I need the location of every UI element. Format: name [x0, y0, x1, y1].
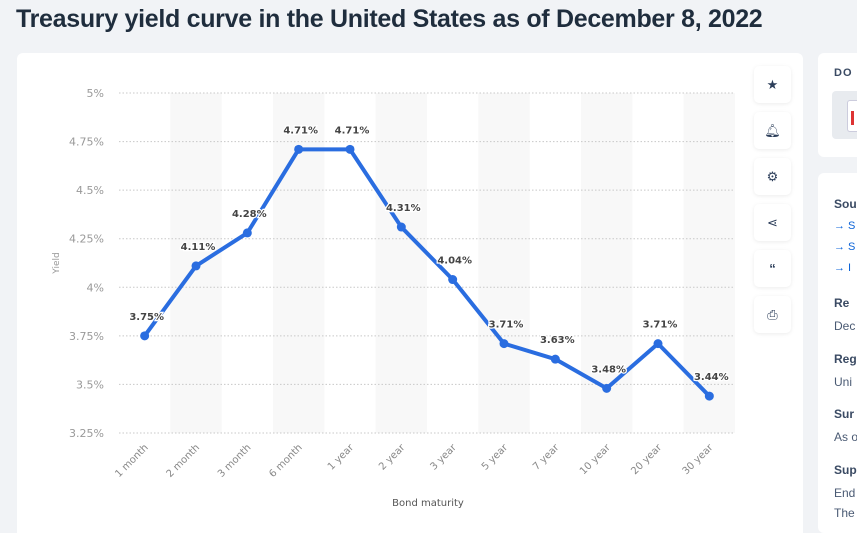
region-heading: Reg	[834, 352, 857, 366]
y-axis-label: Yield	[52, 252, 62, 274]
data-point	[242, 228, 252, 238]
source-link[interactable]: → I	[834, 262, 852, 274]
gear-icon: ⚙	[766, 168, 779, 184]
x-tick-label: 1 month	[113, 442, 150, 479]
x-tick-label: 30 year	[681, 442, 716, 477]
column-band	[581, 93, 633, 433]
x-tick-label: 6 month	[267, 442, 304, 479]
data-label: 3.63%	[540, 335, 575, 346]
details-panel: Sou → S → S → I Re Dec Reg Uni Sur As o …	[818, 173, 857, 533]
y-tick-label: 4.75%	[69, 136, 104, 149]
print-button[interactable]: ⎙	[754, 296, 791, 333]
x-tick-label: 3 year	[428, 442, 459, 473]
series-line	[143, 147, 711, 398]
cite-button[interactable]: “	[754, 250, 791, 287]
data-point	[294, 144, 304, 154]
data-point	[499, 339, 509, 349]
x-tick-label: 2 year	[377, 442, 408, 473]
source-link[interactable]: → S	[834, 241, 856, 253]
data-point	[140, 331, 150, 341]
settings-button[interactable]: ⚙	[754, 158, 791, 195]
source-link[interactable]: → S	[834, 220, 856, 232]
data-label: 3.71%	[643, 320, 678, 331]
download-heading: DO	[834, 67, 853, 79]
x-tick-label: 2 month	[165, 442, 202, 479]
data-point	[345, 144, 355, 154]
y-tick-label: 3.5%	[76, 378, 104, 391]
share-button[interactable]: ⋖	[754, 204, 791, 241]
column-band	[375, 93, 427, 433]
bell-icon: 🔔︎	[764, 122, 781, 138]
x-tick-label: 1 year	[326, 442, 357, 473]
data-label: 4.28%	[232, 209, 267, 220]
data-label: 4.71%	[335, 125, 370, 136]
column-band	[273, 93, 325, 433]
data-label: 3.44%	[694, 372, 729, 383]
data-point	[448, 275, 458, 285]
star-icon: ★	[766, 76, 779, 92]
x-tick-label: 20 year	[629, 442, 664, 477]
y-tick-label: 5%	[87, 87, 104, 100]
data-label: 4.71%	[283, 125, 318, 136]
print-icon: ⎙	[767, 306, 778, 322]
share-icon: ⋖	[767, 214, 778, 230]
file-icon	[851, 111, 854, 125]
survey-heading: Sur	[834, 407, 855, 421]
y-tick-label: 3.25%	[69, 427, 104, 440]
release-heading: Re	[834, 296, 850, 310]
column-band	[478, 93, 530, 433]
x-tick-label: 3 month	[216, 442, 253, 479]
region-value: Uni	[834, 375, 853, 389]
release-value: Dec	[834, 319, 856, 333]
download-panel: DO	[818, 53, 857, 157]
data-point	[396, 222, 406, 232]
x-tick-label: 10 year	[578, 442, 613, 477]
download-options	[832, 91, 857, 139]
y-tick-label: 4.25%	[69, 233, 104, 246]
x-axis-label: Bond maturity	[392, 498, 464, 509]
data-point	[191, 261, 201, 271]
x-tick-label: 7 year	[531, 442, 562, 473]
data-point	[550, 354, 560, 364]
y-tick-label: 3.75%	[69, 330, 104, 343]
data-label: 3.48%	[591, 364, 626, 375]
data-label: 4.04%	[437, 256, 472, 267]
notification-button[interactable]: 🔔︎	[754, 112, 791, 149]
data-point	[704, 391, 714, 401]
page-title: Treasury yield curve in the United State…	[16, 5, 763, 33]
data-label: 4.11%	[181, 242, 216, 253]
favorite-button[interactable]: ★	[754, 66, 791, 103]
data-label: 4.31%	[386, 203, 421, 214]
data-label: 3.75%	[129, 312, 164, 323]
data-point	[653, 339, 663, 349]
download-xls-button[interactable]	[847, 100, 857, 132]
supplementary-heading: Sup	[834, 463, 857, 477]
quote-icon: “	[769, 261, 776, 276]
source-heading: Sou	[834, 197, 857, 211]
data-point	[602, 383, 612, 393]
supplementary-line: End	[834, 486, 856, 500]
y-tick-label: 4%	[87, 281, 104, 294]
y-tick-label: 4.5%	[76, 184, 104, 197]
supplementary-line: The	[834, 506, 855, 520]
x-tick-label: 5 year	[480, 442, 511, 473]
data-label: 3.71%	[489, 320, 524, 331]
survey-value: As o	[834, 430, 857, 444]
